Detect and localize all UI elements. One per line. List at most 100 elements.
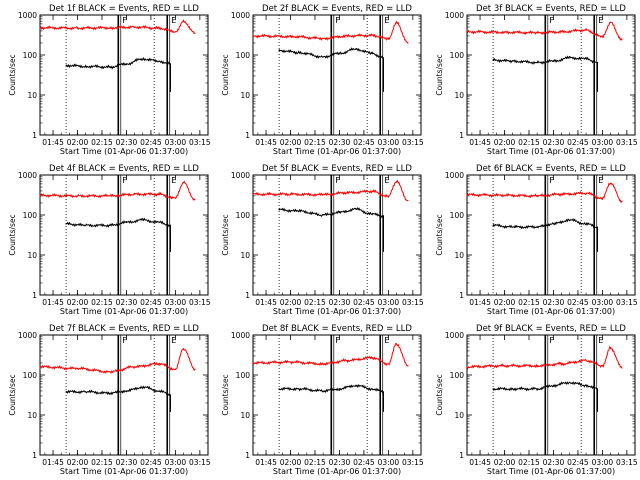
x-tick-label: 03:15 bbox=[189, 458, 211, 467]
events-data-point bbox=[371, 388, 373, 390]
lld-series-line bbox=[252, 343, 409, 367]
lld-data-point bbox=[76, 367, 79, 370]
panel-det-7: Det 7f BLACK = Events, RED = LLD 1 10 100 10… bbox=[8, 324, 211, 476]
lld-data-point bbox=[601, 36, 603, 38]
events-data-point bbox=[109, 224, 111, 226]
x-axis-label: Start Time (01-Apr-06 01:37:00) bbox=[487, 307, 615, 316]
panel-det-9: Det 9f BLACK = Events, RED = LLD 1 10 100 10… bbox=[435, 324, 638, 476]
events-data-point bbox=[371, 52, 373, 54]
events-data-point bbox=[338, 388, 341, 390]
x-tick-label: 02:15 bbox=[304, 138, 326, 147]
lld-data-point bbox=[503, 31, 506, 33]
lld-data-point bbox=[39, 194, 41, 196]
marker-label: E bbox=[171, 176, 176, 185]
x-tick-label: 03:00 bbox=[165, 458, 187, 467]
panel-det-8: Det 8f BLACK = Events, RED = LLD 1 10 100 10… bbox=[221, 324, 424, 476]
y-tick-label: 1000 bbox=[18, 331, 37, 340]
events-data-point bbox=[169, 394, 172, 396]
marker-label: E bbox=[598, 16, 603, 25]
events-data-point bbox=[125, 63, 128, 65]
events-data-point bbox=[298, 210, 300, 212]
events-data-point bbox=[355, 384, 357, 386]
lld-data-point bbox=[174, 197, 176, 200]
lld-data-point bbox=[503, 365, 506, 367]
lld-data-point bbox=[134, 366, 136, 368]
lld-data-point bbox=[39, 366, 41, 368]
lld-data-point bbox=[387, 195, 389, 198]
y-tick-label: 100 bbox=[450, 211, 465, 220]
events-data-point bbox=[492, 388, 494, 390]
y-tick-label: 1 bbox=[245, 291, 250, 300]
events-data-point bbox=[278, 388, 280, 390]
events-series-line bbox=[492, 55, 598, 65]
y-tick-label: 100 bbox=[23, 211, 38, 220]
x-tick-label: 02:15 bbox=[304, 298, 326, 307]
events-data-point bbox=[512, 60, 514, 62]
plot-frame bbox=[39, 14, 209, 136]
lld-data-point bbox=[621, 39, 623, 41]
panel-det-3: Det 3f BLACK = Events, RED = LLD 1 10 100 10… bbox=[435, 4, 638, 156]
x-tick-label: 03:00 bbox=[165, 138, 187, 147]
y-tick-label: 10 bbox=[240, 251, 250, 260]
plot-frame bbox=[39, 174, 209, 296]
events-data-point bbox=[158, 60, 160, 62]
marker-label: E bbox=[598, 336, 603, 345]
lld-data-point bbox=[371, 190, 373, 192]
x-axis-label: Start Time (01-Apr-06 01:37:00) bbox=[60, 147, 188, 156]
lld-data-point bbox=[134, 26, 136, 28]
events-data-point bbox=[552, 60, 555, 62]
x-tick-label: 01:45 bbox=[255, 298, 277, 307]
events-data-point bbox=[169, 63, 172, 65]
events-series-line bbox=[492, 218, 598, 230]
y-tick-label: 1 bbox=[245, 131, 250, 140]
lld-data-point bbox=[621, 367, 623, 369]
y-axis-label: Counts/sec bbox=[435, 54, 444, 95]
lld-data-point bbox=[536, 365, 538, 367]
events-data-point bbox=[85, 224, 87, 226]
x-tick-label: 02:45 bbox=[140, 458, 162, 467]
x-tick-label: 01:45 bbox=[469, 458, 491, 467]
lld-data-point bbox=[609, 21, 612, 24]
lld-data-point bbox=[466, 366, 468, 368]
y-tick-label: 1 bbox=[32, 291, 37, 300]
events-data-point bbox=[142, 219, 144, 221]
y-tick-label: 10 bbox=[240, 91, 250, 100]
events-series-line bbox=[278, 383, 384, 394]
y-axis-label: Counts/sec bbox=[8, 214, 17, 255]
y-tick-label: 1000 bbox=[18, 171, 37, 180]
events-data-point bbox=[596, 61, 599, 64]
events-data-point bbox=[585, 384, 587, 386]
lld-data-point bbox=[158, 363, 160, 365]
plot-frame bbox=[252, 14, 422, 136]
lld-data-point bbox=[407, 199, 409, 202]
lld-series-line bbox=[466, 345, 623, 370]
lld-data-point bbox=[407, 42, 409, 44]
lld-data-point bbox=[322, 37, 324, 40]
x-axis-label: Start Time (01-Apr-06 01:37:00) bbox=[487, 467, 615, 476]
events-data-point bbox=[298, 51, 300, 54]
panel-det-4: Det 4f BLACK = Events, RED = LLD 1 10 100 10… bbox=[8, 164, 211, 316]
lld-data-point bbox=[158, 27, 160, 29]
events-data-point bbox=[142, 58, 144, 60]
lld-data-point bbox=[585, 29, 587, 31]
events-data-point bbox=[109, 66, 111, 68]
lld-data-point bbox=[109, 371, 111, 373]
events-data-point bbox=[382, 215, 385, 217]
lld-series-line bbox=[466, 182, 623, 204]
lld-data-point bbox=[252, 35, 254, 37]
plot-frame bbox=[466, 174, 636, 296]
events-data-point bbox=[85, 391, 87, 393]
y-tick-label: 100 bbox=[236, 211, 251, 220]
events-data-point bbox=[278, 209, 280, 211]
x-tick-label: 03:00 bbox=[592, 458, 614, 467]
events-data-point bbox=[492, 59, 494, 61]
x-tick-label: 02:00 bbox=[280, 298, 302, 307]
x-tick-label: 03:15 bbox=[189, 298, 211, 307]
marker-label: F bbox=[549, 336, 554, 345]
lld-data-point bbox=[109, 195, 111, 197]
events-data-point bbox=[585, 58, 587, 60]
x-tick-label: 03:00 bbox=[378, 298, 400, 307]
marker-label: E bbox=[171, 16, 176, 25]
panel-det-2: Det 2f BLACK = Events, RED = LLD 1 10 100 10… bbox=[221, 4, 424, 156]
events-data-point bbox=[552, 223, 555, 225]
